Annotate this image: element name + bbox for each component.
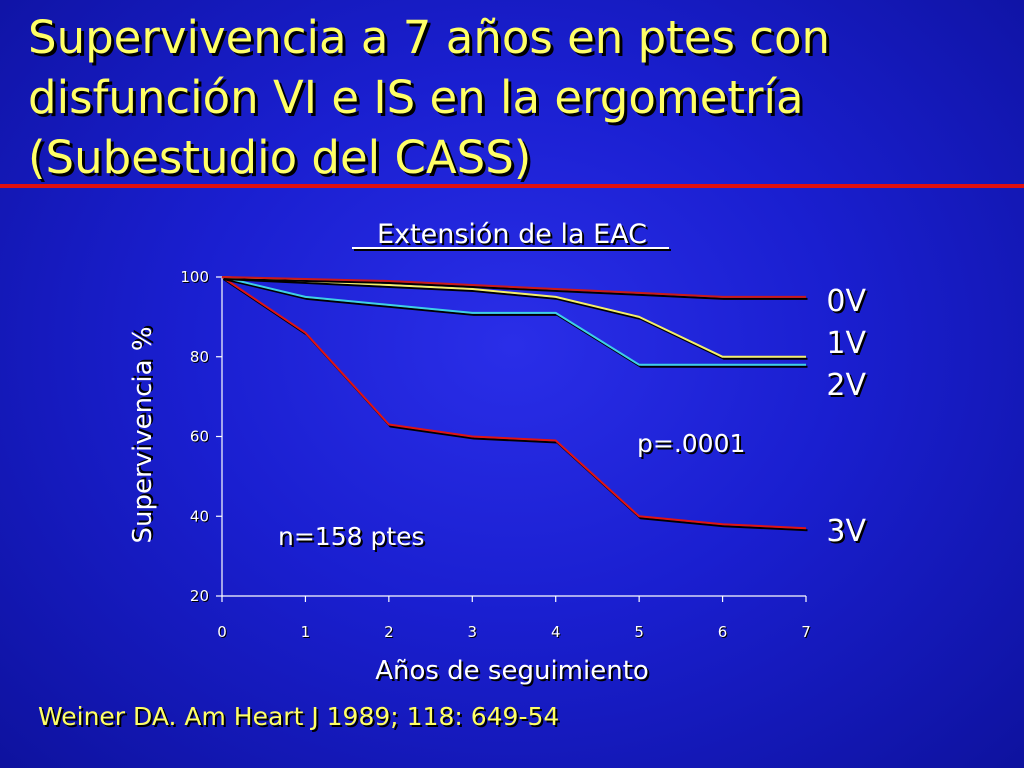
y-tick-label: 20: [190, 587, 209, 605]
annotation-n-patients-shadow: n=158 ptes: [280, 524, 427, 553]
y-tick-label-shadow: 60: [191, 429, 210, 447]
series-line-shadow-1V: [223, 278, 808, 360]
x-tick-label: 1: [301, 623, 311, 641]
y-tick-label-shadow: 40: [191, 508, 210, 526]
slide-title-line-2: disfunción VI e IS en la ergometría: [28, 71, 804, 124]
x-tick-label-shadow: 2: [385, 624, 395, 642]
series-label-3V: 3V: [826, 514, 866, 549]
series-label-2V: 2V: [826, 368, 866, 403]
x-tick-label: 3: [468, 623, 478, 641]
series-label-2V-shadow: 2V: [828, 370, 868, 405]
title-divider: [0, 184, 1024, 188]
series-label-3V-shadow: 3V: [828, 516, 868, 551]
citation: Weiner DA. Am Heart J 1989; 118: 649-54: [38, 702, 560, 731]
y-tick-label-shadow: 100: [181, 269, 210, 287]
series-line-0V: [221, 276, 806, 298]
series-line-2V: [221, 276, 806, 366]
series-label-0V: 0V: [826, 284, 866, 319]
annotation-p-value-shadow: p=.0001: [639, 431, 747, 460]
series-line-shadow-0V: [223, 278, 808, 300]
annotation-p-value: p=.0001: [637, 429, 745, 458]
slide-title: Supervivencia a 7 años en ptes con disfu…: [28, 8, 1008, 188]
series-line-shadow-2V: [223, 278, 808, 368]
y-tick-label: 80: [190, 348, 209, 366]
y-tick-label: 100: [180, 268, 209, 286]
x-axis-label-shadow: Años de seguimiento: [377, 658, 651, 688]
y-axis-label: Supervivencia %: [128, 326, 158, 543]
x-tick-label: 5: [634, 623, 644, 641]
series-line-shadow-3V: [222, 278, 808, 532]
chart-title-shadow: Extensión de la EAC: [379, 221, 649, 252]
x-tick-label-shadow: 6: [719, 624, 729, 642]
x-tick-label: 4: [551, 623, 561, 641]
series-label-1V: 1V: [826, 326, 866, 361]
x-tick-label: 7: [801, 623, 811, 641]
x-tick-label-shadow: 3: [469, 624, 479, 642]
x-tick-label: 2: [384, 623, 394, 641]
x-tick-label: 6: [718, 623, 728, 641]
y-tick-label: 60: [190, 428, 209, 446]
x-tick-label-shadow: 5: [635, 624, 645, 642]
y-axis-label-shadow: Supervivencia %: [130, 324, 160, 541]
x-tick-label: 0: [217, 623, 227, 641]
y-tick-label-shadow: 20: [191, 588, 210, 606]
y-tick-label: 40: [190, 507, 209, 525]
x-tick-label-shadow: 4: [552, 624, 562, 642]
y-tick-label-shadow: 80: [191, 349, 210, 367]
annotation-n-patients: n=158 ptes: [278, 522, 425, 551]
x-tick-label-shadow: 7: [802, 624, 812, 642]
x-axis-label: Años de seguimiento: [375, 656, 649, 686]
series-label-1V-shadow: 1V: [828, 328, 868, 363]
series-line-3V: [221, 276, 807, 530]
slide-title-line-3: (Subestudio del CASS): [28, 131, 532, 184]
slide-title-line-1: Supervivencia a 7 años en ptes con: [28, 11, 831, 64]
series-label-0V-shadow: 0V: [828, 286, 868, 321]
x-tick-label-shadow: 1: [302, 624, 312, 642]
chart-title: Extensión de la EAC: [377, 219, 647, 250]
x-tick-label-shadow: 0: [218, 624, 228, 642]
